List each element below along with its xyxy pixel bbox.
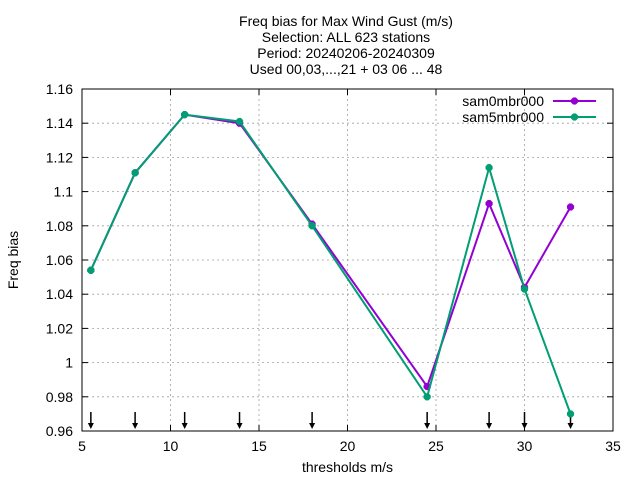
y-tick-label: 1 [65, 355, 73, 371]
data-point [131, 169, 139, 177]
x-tick-label: 35 [605, 438, 621, 454]
legend-label: sam0mbr000 [462, 93, 544, 109]
threshold-marker [181, 412, 188, 429]
threshold-marker [424, 412, 431, 429]
x-tick-label: 20 [340, 438, 356, 454]
y-tick-label: 1.04 [46, 286, 73, 302]
data-point [87, 266, 95, 274]
y-axis-ticks: 0.96 0.98 1 1.02 1.04 1.06 1.08 1.1 1.12 1.14 1.16 [46, 81, 613, 439]
series-sam5mbr000 [87, 111, 575, 418]
y-tick-label: 1.02 [46, 320, 73, 336]
y-tick-label: 0.98 [46, 389, 73, 405]
y-tick-label: 1.1 [54, 184, 74, 200]
legend-item: sam5mbr000 [462, 109, 596, 125]
chart-title-line: Period: 20240206-20240309 [257, 45, 435, 61]
y-tick-label: 1.12 [46, 149, 73, 165]
data-point [235, 117, 244, 126]
threshold-marker [309, 412, 316, 429]
x-axis-ticks: 5 10 15 20 25 30 35 [78, 89, 621, 454]
x-tick-label: 5 [78, 438, 86, 454]
data-point [566, 410, 575, 418]
y-tick-label: 1.16 [46, 81, 73, 97]
data-point [485, 164, 493, 172]
y-axis-label: Freq bias [5, 231, 21, 289]
threshold-marker [87, 412, 94, 429]
chart-title-line: Used 00,03,...,21 + 03 06 ... 48 [250, 61, 443, 77]
threshold-marker [236, 412, 243, 429]
series-line [89, 113, 572, 415]
series-line [89, 113, 572, 389]
data-point [485, 199, 493, 208]
data-point [181, 111, 189, 119]
legend-label: sam5mbr000 [462, 109, 544, 125]
chart-title-line: Freq bias for Max Wind Gust (m/s) [239, 13, 453, 29]
y-tick-label: 0.96 [46, 423, 73, 439]
data-point [423, 393, 431, 401]
threshold-marker [132, 412, 139, 429]
chart-title-line: Selection: ALL 623 stations [262, 29, 430, 45]
legend-swatch-marker [570, 97, 579, 105]
data-point [308, 222, 316, 230]
x-axis-label: thresholds m/s [302, 459, 393, 475]
chart-title: Freq bias for Max Wind Gust (m/s)Selecti… [239, 13, 453, 77]
legend-swatch-marker [570, 113, 579, 121]
x-tick-label: 15 [251, 438, 267, 454]
x-tick-label: 25 [428, 438, 444, 454]
threshold-markers [87, 412, 574, 429]
data-point [520, 285, 529, 293]
x-tick-label: 30 [517, 438, 533, 454]
y-tick-label: 1.14 [46, 115, 73, 131]
y-tick-label: 1.06 [46, 252, 73, 268]
grid-lines [82, 89, 613, 431]
series-group [87, 111, 575, 418]
legend-item: sam0mbr000 [462, 93, 596, 109]
y-tick-label: 1.08 [46, 218, 73, 234]
x-tick-label: 10 [163, 438, 179, 454]
series-sam0mbr000 [87, 111, 575, 391]
threshold-marker [486, 412, 493, 429]
data-point [566, 203, 575, 211]
